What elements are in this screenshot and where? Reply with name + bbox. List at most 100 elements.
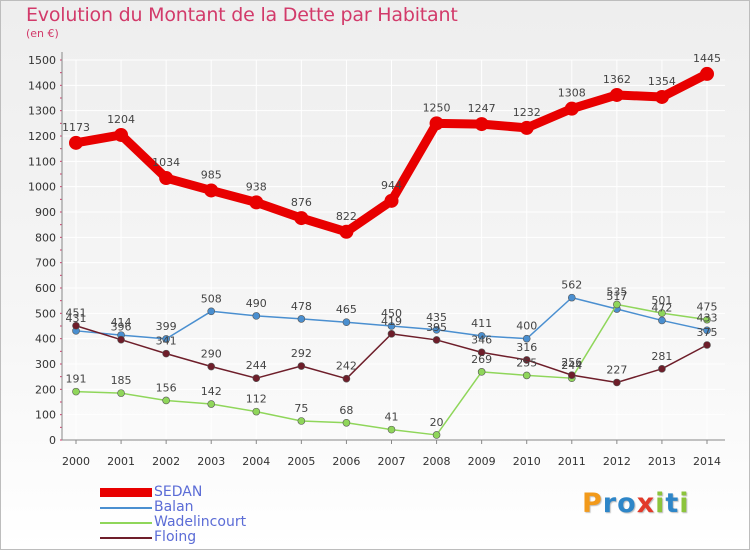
- legend-label: Wadelincourt: [154, 514, 247, 530]
- series-point: [387, 322, 396, 330]
- y-minor-tick: [60, 363, 62, 365]
- y-minor-tick: [60, 439, 62, 441]
- series-point: [432, 325, 441, 334]
- y-minor-tick: [60, 198, 62, 200]
- data-label: 142: [201, 385, 222, 398]
- data-label: 822: [336, 210, 357, 223]
- series-point: [700, 66, 714, 81]
- series-point: [207, 362, 216, 371]
- series-point: [297, 315, 306, 323]
- data-label: 1247: [468, 102, 496, 115]
- series-point: [339, 224, 354, 239]
- y-tick-label: 600: [35, 282, 56, 295]
- axes: [60, 52, 725, 444]
- data-label: 433: [697, 311, 718, 324]
- data-label: 419: [381, 315, 402, 328]
- y-minor-tick: [60, 224, 62, 226]
- series-point: [654, 89, 669, 104]
- data-label: 475: [697, 301, 718, 314]
- series-point: [342, 418, 351, 427]
- x-tick-label: 2014: [693, 455, 721, 468]
- legend-item-wadelincourt: Wadelincourt: [100, 515, 246, 530]
- data-label: 465: [336, 303, 357, 316]
- series-point: [564, 101, 579, 116]
- data-label: 1445: [693, 52, 721, 65]
- legend-swatch: [100, 488, 152, 497]
- series-point: [72, 387, 80, 396]
- data-label: 290: [201, 348, 222, 361]
- data-label: 227: [606, 363, 627, 376]
- grid: [62, 59, 725, 441]
- series-point: [567, 293, 576, 302]
- series-point: [117, 335, 125, 344]
- data-label: 451: [66, 307, 87, 320]
- y-minor-tick: [60, 173, 62, 175]
- data-label: 269: [471, 353, 492, 366]
- data-label: 1173: [62, 121, 90, 134]
- data-label: 1308: [558, 87, 586, 100]
- series-point: [162, 396, 170, 405]
- data-label: 472: [651, 301, 672, 314]
- data-label: 244: [246, 359, 267, 372]
- data-label: 411: [471, 317, 492, 330]
- y-tick-label: 800: [35, 231, 56, 244]
- series-point: [522, 371, 531, 380]
- x-tick-label: 2009: [468, 455, 496, 468]
- data-label: 1034: [152, 156, 180, 169]
- data-label: 508: [201, 292, 222, 305]
- series-point: [703, 315, 711, 324]
- series-point: [69, 135, 83, 150]
- y-tick-label: 1500: [28, 54, 56, 67]
- data-label: 68: [339, 404, 353, 417]
- logo-letter: i: [655, 488, 666, 519]
- legend-swatch: [100, 521, 152, 524]
- y-minor-tick: [60, 148, 62, 150]
- data-label: 281: [651, 350, 672, 363]
- data-label: 400: [516, 320, 537, 333]
- series-point: [342, 374, 351, 383]
- y-minor-tick: [60, 287, 62, 289]
- data-label: 20: [430, 416, 444, 429]
- legend-item-floing: Floing: [100, 530, 246, 545]
- series-point: [522, 334, 531, 343]
- series-point: [162, 349, 170, 358]
- series-point: [567, 371, 576, 379]
- y-minor-tick: [60, 122, 62, 124]
- y-minor-tick: [60, 97, 62, 99]
- x-tick-label: 2003: [197, 455, 225, 468]
- y-tick-label: 700: [35, 257, 56, 270]
- y-minor-tick: [60, 325, 62, 327]
- legend-label: Balan: [154, 499, 194, 515]
- series-point: [297, 362, 306, 370]
- data-label: 75: [294, 402, 308, 415]
- data-label: 256: [561, 356, 582, 369]
- data-label: 191: [66, 373, 87, 386]
- y-minor-tick: [60, 338, 62, 340]
- legend-label: Floing: [154, 529, 197, 545]
- legend-swatch: [100, 536, 152, 539]
- y-tick-label: 900: [35, 206, 56, 219]
- data-label: 112: [246, 393, 267, 406]
- series-point: [207, 400, 216, 408]
- y-minor-tick: [60, 110, 62, 112]
- x-tick-label: 2001: [107, 455, 135, 468]
- data-label: 292: [291, 347, 312, 360]
- logo-letter: i: [679, 488, 690, 519]
- x-tick-label: 2002: [152, 455, 180, 468]
- y-minor-tick: [60, 249, 62, 251]
- y-minor-tick: [60, 414, 62, 416]
- x-tick-label: 2005: [287, 455, 315, 468]
- series-lines: [69, 66, 714, 439]
- series-point: [249, 195, 264, 210]
- y-minor-tick: [60, 84, 62, 86]
- series-point: [252, 312, 261, 320]
- y-minor-tick: [60, 160, 62, 162]
- data-label: 395: [426, 321, 447, 334]
- legend-swatch: [100, 506, 152, 509]
- legend-item-sedan: SEDAN: [100, 485, 246, 500]
- series-point: [477, 368, 486, 376]
- series-point: [384, 193, 399, 208]
- logo-letter: o: [617, 488, 637, 519]
- data-label: 1232: [513, 106, 541, 119]
